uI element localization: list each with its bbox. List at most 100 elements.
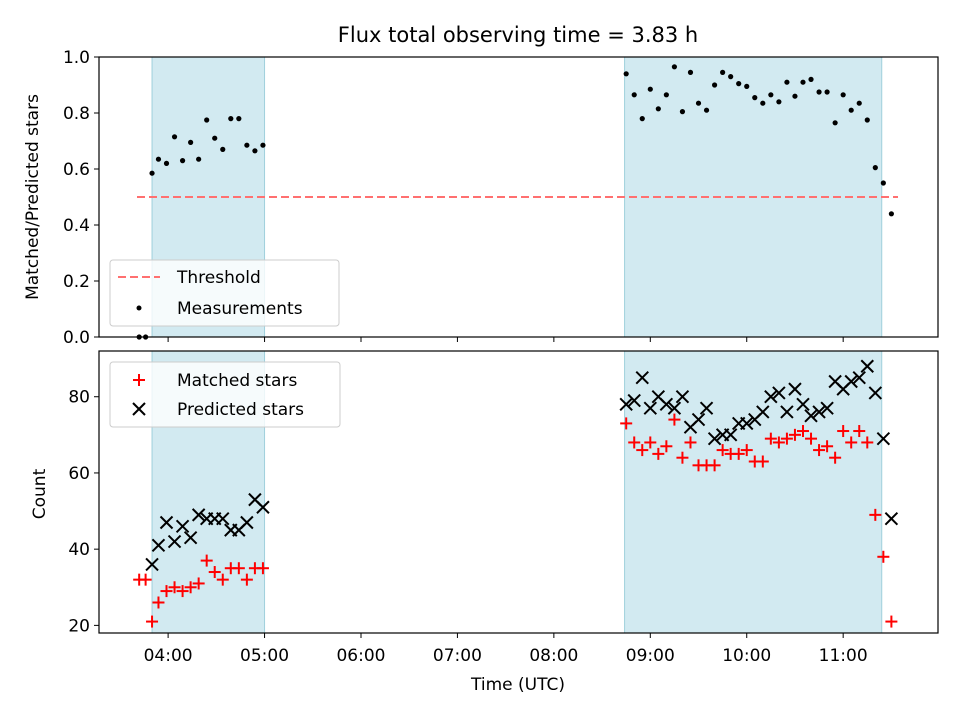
matched-stars-point — [853, 425, 866, 438]
measurement-point — [808, 76, 814, 82]
predicted-stars-point — [643, 401, 658, 415]
measurement-point — [163, 160, 170, 166]
legend-predicted-swatch — [132, 402, 146, 416]
predicted-stars-point — [216, 511, 230, 526]
measurement-point — [824, 89, 830, 95]
measurement-point — [848, 107, 854, 113]
measurement-point — [212, 135, 218, 141]
x-tick-label: 11:00 — [819, 646, 868, 666]
matched-stars-point — [176, 585, 189, 598]
measurement-point — [816, 89, 822, 95]
measurement-point — [228, 116, 234, 122]
measurement-point — [864, 117, 870, 123]
matched-stars-point — [628, 436, 641, 449]
matched-stars-point — [829, 451, 842, 464]
matched-stars-point — [168, 581, 181, 594]
measurement-point — [647, 86, 653, 92]
measurement-point — [155, 156, 162, 162]
matched-stars-point — [796, 425, 809, 438]
matched-stars-point — [869, 508, 882, 521]
top-y-tick-label: 0.2 — [63, 272, 90, 292]
matched-stars-point — [620, 417, 633, 430]
measurement-point — [188, 139, 194, 145]
predicted-stars-point — [812, 405, 826, 419]
measurement-point — [204, 117, 210, 123]
matched-stars-point — [184, 581, 197, 594]
predicted-stars-point — [852, 370, 866, 385]
predicted-stars-point — [175, 519, 190, 534]
predicted-stars-point — [788, 382, 802, 396]
measurement-point — [728, 74, 734, 80]
matched-stars-point — [668, 413, 681, 426]
predicted-stars-point — [764, 390, 778, 404]
matched-stars-point — [139, 573, 152, 586]
matched-stars-point — [644, 436, 657, 449]
predicted-stars-point — [796, 397, 810, 412]
measurement-point — [149, 170, 155, 176]
matched-stars-point — [152, 596, 165, 609]
measurement-point — [711, 82, 718, 88]
measurement-point — [776, 99, 782, 105]
bottom-shaded-interval-1 — [624, 350, 883, 634]
bottom-y-tick-label: 60 — [68, 464, 90, 484]
measurement-point — [744, 83, 750, 89]
matched-stars-point — [240, 573, 253, 586]
measurement-point — [720, 69, 726, 75]
top-panel: 0.0 0.2 0.4 0.6 0.8 1.0 Matched/Predicted sta… — [23, 48, 939, 348]
measurement-point — [631, 92, 637, 98]
measurement-point — [679, 109, 686, 115]
measurement-point — [260, 142, 266, 148]
matched-stars-point — [764, 432, 777, 445]
matched-stars-point — [708, 459, 721, 472]
matched-stars-point — [200, 554, 213, 567]
measurement-point — [671, 64, 678, 70]
predicted-stars-point — [876, 431, 891, 446]
predicted-stars-point — [756, 405, 770, 419]
bottom-y-tick-label: 20 — [68, 616, 90, 636]
predicted-stars-point — [627, 393, 641, 408]
matched-stars-point — [216, 573, 229, 586]
predicted-stars-point — [183, 531, 198, 545]
measurement-point — [179, 158, 186, 164]
matched-stars-point — [772, 436, 785, 449]
top-axes-frame — [98, 56, 939, 338]
predicted-stars-point — [635, 370, 649, 385]
legend-measurements-swatch — [136, 305, 142, 311]
legend-matched-swatch — [133, 374, 145, 386]
x-tick-label: 06:00 — [336, 646, 385, 666]
top-y-tick-label: 0.4 — [63, 216, 90, 236]
measurement-point — [888, 211, 894, 217]
bottom-legend: Matched stars Predicted stars — [109, 361, 341, 428]
predicted-stars-point — [723, 428, 738, 442]
predicted-stars-point — [151, 538, 166, 553]
x-tick-label: 05:00 — [240, 646, 289, 666]
predicted-stars-point — [619, 397, 633, 412]
predicted-stars-point — [884, 511, 899, 526]
matched-stars-point — [845, 436, 858, 449]
measurement-point — [872, 165, 878, 171]
measurement-point — [832, 120, 838, 126]
measurement-point — [880, 180, 886, 186]
x-tick-label: 08:00 — [529, 646, 578, 666]
matched-stars-point — [877, 550, 890, 563]
top-legend: Threshold Measurements — [109, 259, 340, 327]
matched-stars-point — [756, 455, 769, 468]
measurement-point — [171, 134, 178, 140]
predicted-stars-point — [667, 401, 682, 415]
measurement-point — [736, 81, 742, 87]
predicted-stars-point — [240, 515, 254, 530]
predicted-stars-point — [868, 386, 883, 400]
x-axis-label: Time (UTC) — [470, 675, 565, 695]
x-tick-label: 07:00 — [433, 646, 482, 666]
measurement-point — [760, 100, 766, 106]
predicted-stars-point — [780, 405, 794, 419]
measurement-point — [784, 79, 790, 85]
predicted-stars-point — [844, 374, 858, 389]
predicted-stars-point — [256, 500, 270, 514]
measurement-point — [623, 71, 629, 77]
measurement-point — [639, 116, 645, 122]
measurement-point — [236, 116, 242, 122]
measurement-point — [695, 100, 702, 106]
matched-stars-point — [208, 566, 221, 579]
